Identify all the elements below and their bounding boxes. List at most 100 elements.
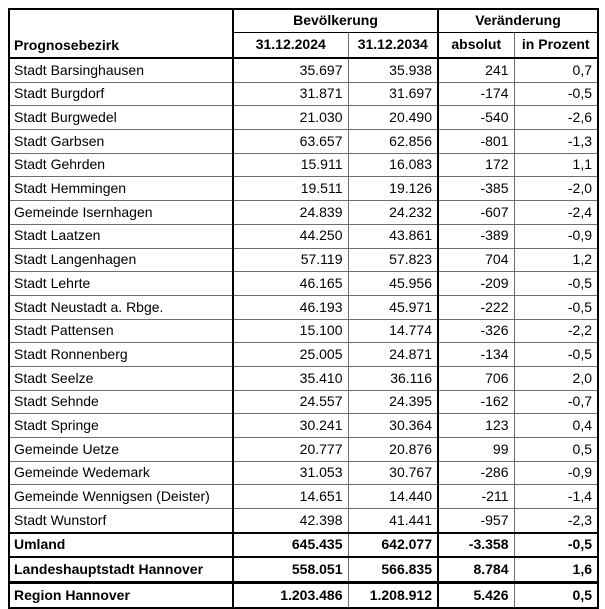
change-absolut-cell: 5.426 xyxy=(438,581,515,608)
change-absolut-cell: -134 xyxy=(438,342,515,367)
change-prozent-cell: -0,9 xyxy=(514,460,598,485)
district-name-cell: Region Hannover xyxy=(9,581,234,608)
change-absolut-cell: 704 xyxy=(438,247,515,272)
population-table: Prognosebezirk Bevölkerung Veränderung 3… xyxy=(8,8,599,609)
table-row: Gemeinde Wedemark 31.053 30.767 -286 -0,9 xyxy=(9,460,598,485)
district-name-cell: Stadt Hemmingen xyxy=(9,176,234,201)
pop-2024-cell: 35.410 xyxy=(233,365,349,391)
district-name-cell: Gemeinde Isernhagen xyxy=(9,200,234,225)
district-name-cell: Stadt Laatzen xyxy=(9,223,234,248)
change-prozent-cell: -1,3 xyxy=(514,129,598,154)
pop-2034-cell: 14.774 xyxy=(348,318,439,343)
change-absolut-cell: -286 xyxy=(438,460,515,485)
change-absolut-cell: -3.358 xyxy=(438,531,515,558)
table-row: Stadt Hemmingen 19.511 19.126 -385 -2,0 xyxy=(9,176,598,201)
change-absolut-cell: -209 xyxy=(438,271,515,296)
pop-2034-cell: 1.208.912 xyxy=(348,581,439,608)
change-absolut-cell: -607 xyxy=(438,200,515,225)
pop-2034-cell: 566.835 xyxy=(348,556,439,583)
change-absolut-cell: -326 xyxy=(438,318,515,343)
column-header-prognosebezirk: Prognosebezirk xyxy=(9,9,234,59)
change-absolut-cell: -174 xyxy=(438,81,515,106)
district-name-cell: Stadt Lehrte xyxy=(9,271,234,296)
pop-2034-cell: 24.871 xyxy=(348,342,439,367)
change-prozent-cell: 1,1 xyxy=(514,152,598,177)
pop-2024-cell: 63.657 xyxy=(233,129,349,154)
district-name-cell: Gemeinde Uetze xyxy=(9,437,234,462)
change-absolut-cell: 706 xyxy=(438,365,515,391)
pop-2024-cell: 645.435 xyxy=(233,531,349,558)
change-prozent-cell: -0,5 xyxy=(514,294,598,320)
change-prozent-cell: -0,9 xyxy=(514,223,598,248)
pop-2034-cell: 41.441 xyxy=(348,508,439,533)
district-name-cell: Gemeinde Wedemark xyxy=(9,460,234,485)
pop-2034-cell: 20.490 xyxy=(348,105,439,130)
district-name-cell: Stadt Neustadt a. Rbge. xyxy=(9,294,234,320)
header-sub-row: 31.12.2024 31.12.2034 absolut in Prozent xyxy=(9,32,598,59)
change-prozent-cell: 0,7 xyxy=(514,57,598,83)
pop-2034-cell: 43.861 xyxy=(348,223,439,248)
pop-2034-cell: 14.440 xyxy=(348,484,439,509)
table-row: Stadt Ronnenberg 25.005 24.871 -134 -0,5 xyxy=(9,342,598,367)
pop-2034-cell: 62.856 xyxy=(348,129,439,154)
district-name-cell: Stadt Langenhagen xyxy=(9,247,234,272)
table-row: Stadt Laatzen 44.250 43.861 -389 -0,9 xyxy=(9,223,598,248)
pop-2024-cell: 31.053 xyxy=(233,460,349,485)
table-header: Prognosebezirk Bevölkerung Veränderung 3… xyxy=(9,9,598,59)
change-prozent-cell: 1,6 xyxy=(514,556,598,583)
district-name-cell: Stadt Sehnde xyxy=(9,389,234,414)
change-absolut-cell: -222 xyxy=(438,294,515,320)
pop-2024-cell: 44.250 xyxy=(233,223,349,248)
change-absolut-cell: 123 xyxy=(438,413,515,438)
pop-2024-cell: 57.119 xyxy=(233,247,349,272)
pop-2034-cell: 24.395 xyxy=(348,389,439,414)
pop-2024-cell: 25.005 xyxy=(233,342,349,367)
table-row: Stadt Garbsen 63.657 62.856 -801 -1,3 xyxy=(9,129,598,154)
pop-2024-cell: 1.203.486 xyxy=(233,581,349,608)
column-group-bevoelkerung: Bevölkerung xyxy=(233,9,439,33)
column-header-in-prozent: in Prozent xyxy=(514,32,598,59)
table-row: Stadt Springe 30.241 30.364 123 0,4 xyxy=(9,413,598,438)
district-name-cell: Stadt Wunstorf xyxy=(9,508,234,533)
table-row: Gemeinde Wennigsen (Deister) 14.651 14.440… xyxy=(9,484,598,509)
pop-2024-cell: 46.193 xyxy=(233,294,349,320)
pop-2024-cell: 46.165 xyxy=(233,271,349,296)
table-row: Gemeinde Uetze 20.777 20.876 99 0,5 xyxy=(9,437,598,462)
table-row: Stadt Gehrden 15.911 16.083 172 1,1 xyxy=(9,152,598,177)
change-prozent-cell: -0,5 xyxy=(514,531,598,558)
pop-2034-cell: 16.083 xyxy=(348,152,439,177)
pop-2034-cell: 45.956 xyxy=(348,271,439,296)
pop-2034-cell: 35.938 xyxy=(348,57,439,83)
column-header-absolut: absolut xyxy=(438,32,515,59)
header-group-row: Prognosebezirk Bevölkerung Veränderung xyxy=(9,9,598,59)
table-row: Stadt Burgwedel 21.030 20.490 -540 -2,6 xyxy=(9,105,598,130)
table-row: Stadt Seelze 35.410 36.116 706 2,0 xyxy=(9,365,598,391)
change-prozent-cell: -2,3 xyxy=(514,508,598,533)
change-prozent-cell: -2,2 xyxy=(514,318,598,343)
change-absolut-cell: 8.784 xyxy=(438,556,515,583)
district-name-cell: Gemeinde Wennigsen (Deister) xyxy=(9,484,234,509)
change-prozent-cell: 2,0 xyxy=(514,365,598,391)
pop-2034-cell: 36.116 xyxy=(348,365,439,391)
change-prozent-cell: -1,4 xyxy=(514,484,598,509)
table-row: Stadt Lehrte 46.165 45.956 -209 -0,5 xyxy=(9,271,598,296)
column-header-31-12-2024: 31.12.2024 xyxy=(233,32,349,59)
district-name-cell: Stadt Garbsen xyxy=(9,129,234,154)
column-header-31-12-2034: 31.12.2034 xyxy=(348,32,439,59)
table-row: Stadt Burgdorf 31.871 31.697 -174 -0,5 xyxy=(9,81,598,106)
pop-2024-cell: 558.051 xyxy=(233,556,349,583)
district-name-cell: Stadt Gehrden xyxy=(9,152,234,177)
pop-2024-cell: 15.911 xyxy=(233,152,349,177)
pop-2024-cell: 14.651 xyxy=(233,484,349,509)
pop-2034-cell: 20.876 xyxy=(348,437,439,462)
table-row: Stadt Pattensen 15.100 14.774 -326 -2,2 xyxy=(9,318,598,343)
change-absolut-cell: 99 xyxy=(438,437,515,462)
pop-2024-cell: 21.030 xyxy=(233,105,349,130)
change-absolut-cell: -389 xyxy=(438,223,515,248)
pop-2024-cell: 15.100 xyxy=(233,318,349,343)
pop-2024-cell: 24.557 xyxy=(233,389,349,414)
change-absolut-cell: 241 xyxy=(438,57,515,83)
pop-2034-cell: 24.232 xyxy=(348,200,439,225)
change-prozent-cell: 1,2 xyxy=(514,247,598,272)
change-absolut-cell: -957 xyxy=(438,508,515,533)
